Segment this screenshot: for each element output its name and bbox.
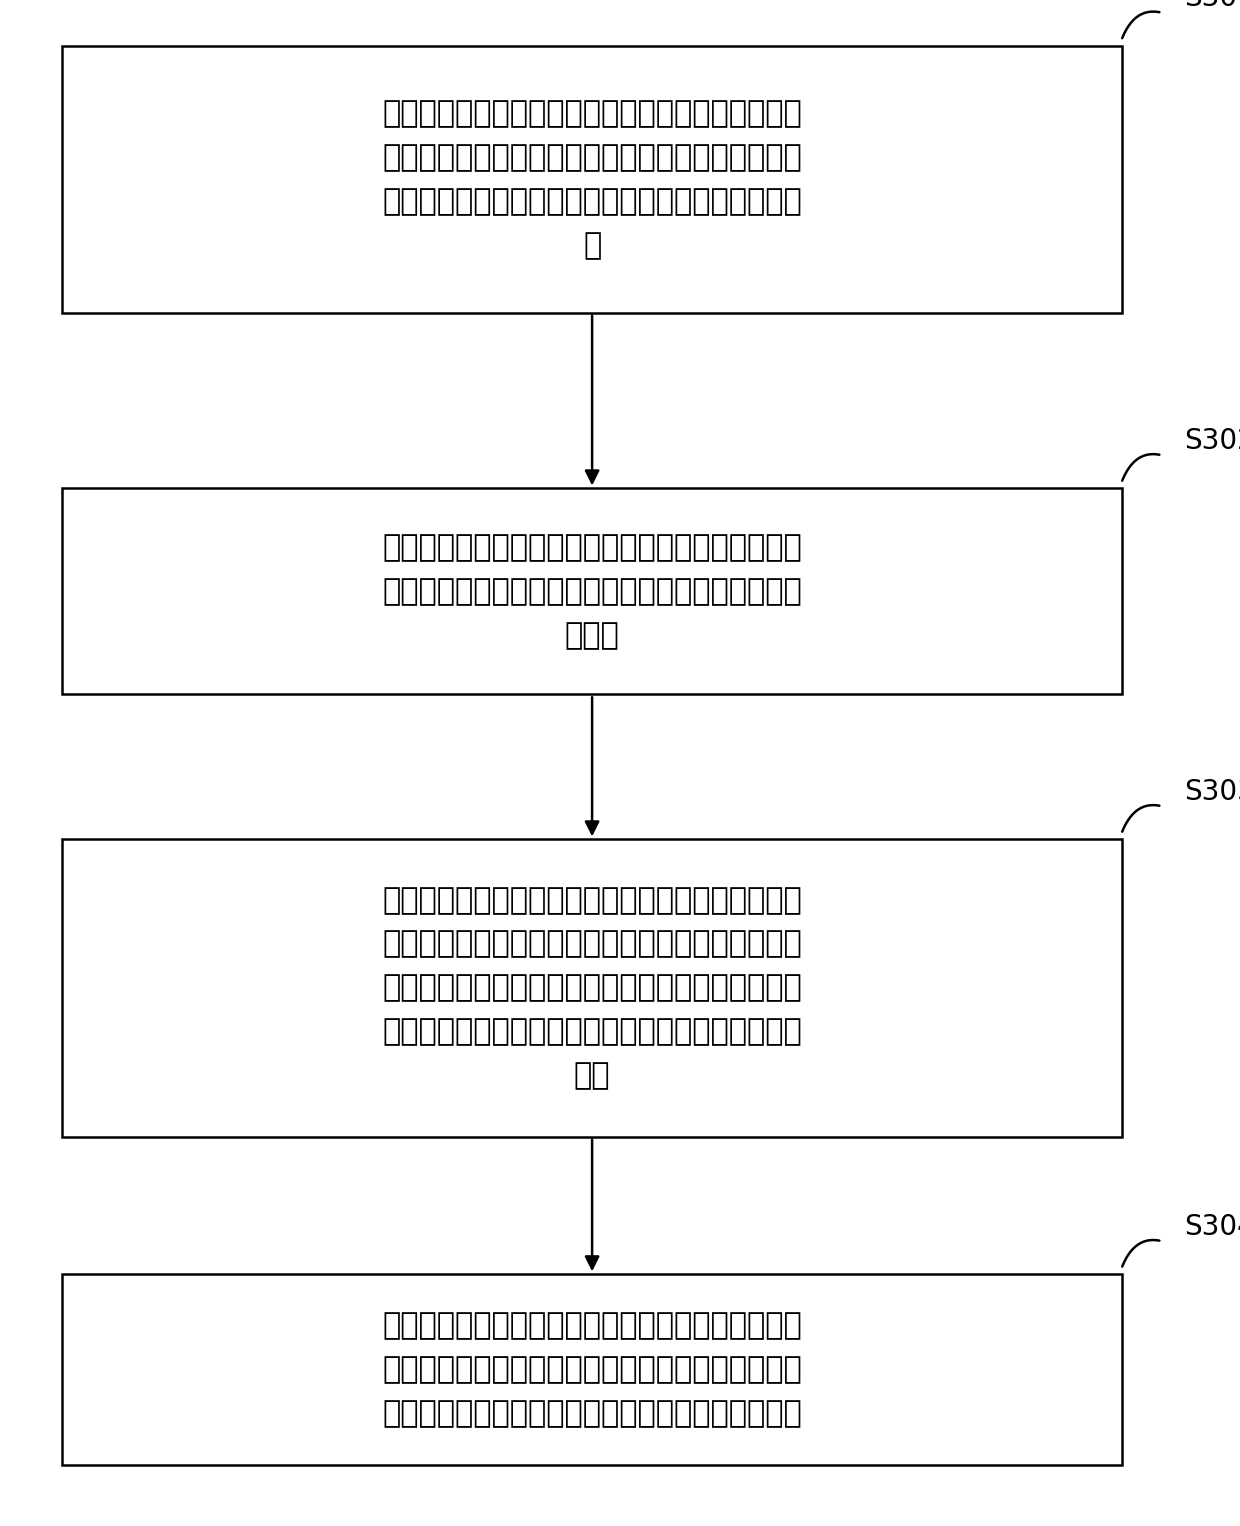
Text: S302: S302 <box>1184 427 1240 455</box>
Text: 根据所述第一信息和所述第二信息，判断所述移动终
端是否与所述其他终端设备中的任一终端设备发生预
设事件: 根据所述第一信息和所述第二信息，判断所述移动终 端是否与所述其他终端设备中的任一… <box>382 533 802 650</box>
Text: S301: S301 <box>1184 0 1240 12</box>
Text: 基于所述控制端，执行所述控制端与所述执行端之间
的认证、点亮所述执行端的发光模块以及所述控制端
与所述执行端之间的电子支付中的至少一个交互操作: 基于所述控制端，执行所述控制端与所述执行端之间 的认证、点亮所述执行端的发光模块… <box>382 1311 802 1428</box>
Text: 若所述移动终端与所述其他终端设备中的任一终端设
备发生预设事件，则确定所述移动终端以及所述任一
终端设备中的一个为控制端，并确定所述移动终端以
及所述任一终端设: 若所述移动终端与所述其他终端设备中的任一终端设 备发生预设事件，则确定所述移动终… <box>382 885 802 1091</box>
Text: S304: S304 <box>1184 1213 1240 1241</box>
FancyBboxPatch shape <box>62 488 1122 694</box>
Text: S303: S303 <box>1184 778 1240 806</box>
FancyBboxPatch shape <box>62 46 1122 313</box>
FancyBboxPatch shape <box>62 1274 1122 1465</box>
FancyBboxPatch shape <box>62 839 1122 1137</box>
Text: 在所述移动终端与其他终端设备建立无线通信连接后
，获取与所述移动终端相关联的第一信息，并获取与
所述其他终端设备中的任一终端设备相关联的第二信
息: 在所述移动终端与其他终端设备建立无线通信连接后 ，获取与所述移动终端相关联的第一… <box>382 99 802 259</box>
